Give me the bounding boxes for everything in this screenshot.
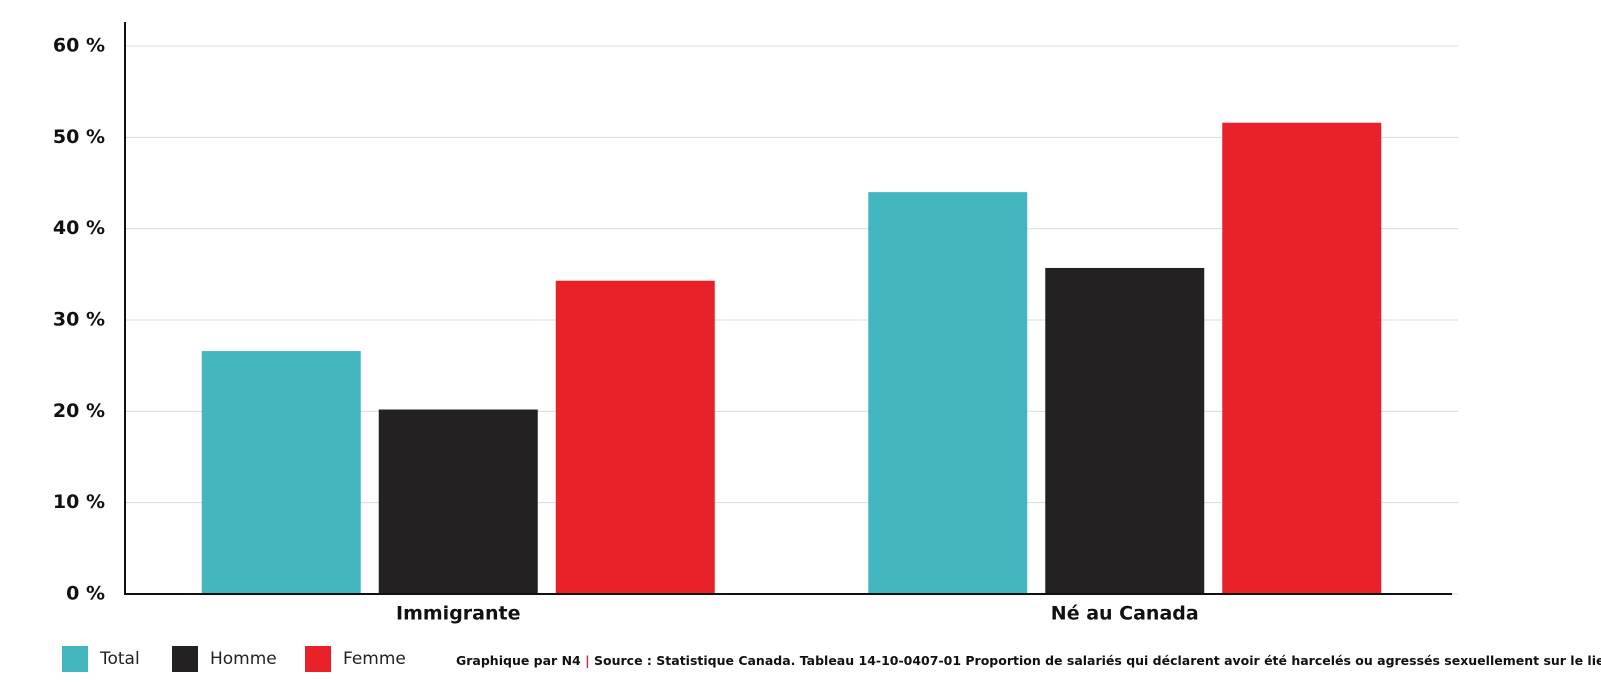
y-tick-label: 10 % — [53, 491, 105, 513]
bar — [868, 192, 1028, 594]
x-tick-label: Immigrante — [396, 603, 520, 625]
legend-swatch — [62, 646, 88, 672]
bar — [1222, 122, 1382, 594]
bar — [378, 409, 538, 594]
bar — [555, 280, 715, 594]
separator: | — [585, 653, 590, 668]
legend-label: Homme — [210, 649, 277, 669]
footer: Graphique par N4 | Source : Statistique … — [456, 653, 1601, 668]
y-tick-label: 50 % — [53, 126, 105, 148]
y-tick-label: 60 % — [53, 35, 105, 57]
bar — [201, 351, 361, 594]
y-tick-label: 40 % — [53, 217, 105, 239]
credit: Graphique par N4 — [456, 653, 581, 668]
source: Source : Statistique Canada. Tableau 14-… — [594, 653, 1601, 668]
legend-swatch — [305, 646, 331, 672]
legend-label: Femme — [343, 649, 406, 669]
y-tick-label: 0 % — [66, 583, 105, 605]
x-tick-label: Né au Canada — [1051, 603, 1199, 625]
legend-swatch — [172, 646, 198, 672]
legend-label: Total — [99, 649, 140, 669]
y-tick-label: 20 % — [53, 400, 105, 422]
bar — [1045, 267, 1205, 594]
y-tick-label: 30 % — [53, 309, 105, 331]
